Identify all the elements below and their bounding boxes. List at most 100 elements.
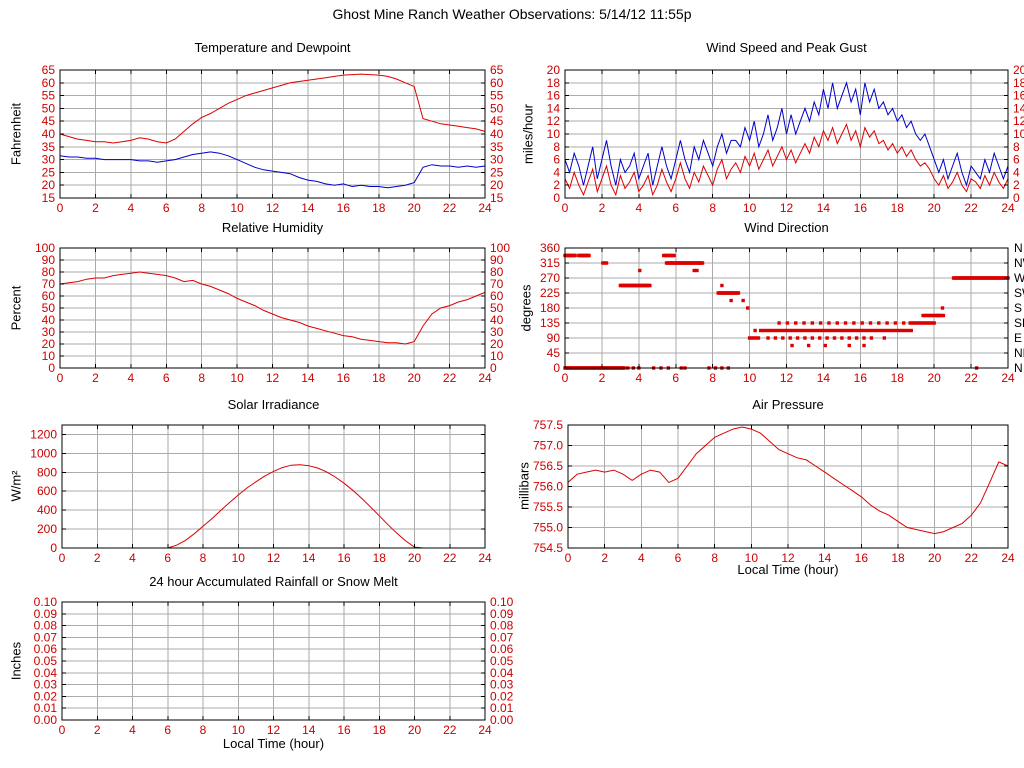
y-tick-label-right: 0.05 [490, 654, 514, 668]
y-tick-label: 20 [547, 63, 561, 77]
compass-label: N [1014, 241, 1023, 255]
x-tick-label: 14 [302, 551, 316, 565]
y-tick-label: 600 [37, 484, 57, 498]
x-tick-label: 22 [443, 723, 457, 737]
x-tick-label: 0 [57, 201, 64, 215]
chart-title-solar: Solar Irradiance [227, 397, 320, 412]
y-tick-label: 0 [48, 361, 55, 375]
y-tick-label: 757.0 [533, 439, 563, 453]
y-tick-label-right: 0 [490, 361, 497, 375]
x-tick-label: 10 [230, 371, 244, 385]
x-tick-label: 14 [301, 201, 315, 215]
y-tick-label: 6 [553, 153, 560, 167]
chart-title-humidity: Relative Humidity [221, 220, 324, 235]
y-tick-label-right: 40 [490, 313, 504, 327]
y-tick-label: 200 [37, 522, 57, 536]
y-tick-label: 270 [540, 271, 560, 285]
x-tick-label: 24 [478, 371, 492, 385]
x-tick-label: 4 [127, 201, 134, 215]
x-tick-label: 20 [408, 723, 422, 737]
y-tick-label-right: 50 [490, 301, 504, 315]
solar-irradiance-plot: 0 2 4 6 8 10 12 14 16 18 20 22 240200400600800100012… [30, 424, 492, 565]
x-tick-label: 2 [94, 551, 101, 565]
y-tick-label: 4 [553, 165, 560, 179]
y-tick-label: 20 [42, 337, 56, 351]
y-tick-label: 2 [553, 178, 560, 192]
y-tick-label-right: 0.08 [490, 619, 514, 633]
x-tick-label: 2 [599, 371, 606, 385]
y-tick-label: 30 [42, 153, 56, 167]
x-tick-label: 18 [891, 551, 905, 565]
x-tick-label: 0 [59, 551, 66, 565]
y-tick-label-right: 25 [490, 165, 504, 179]
compass-label: SE [1014, 316, 1024, 330]
y-tick-label-right: 14 [1013, 101, 1024, 115]
page-title: Ghost Mine Ranch Weather Observations: 5… [332, 6, 692, 22]
x-tick-label: 16 [854, 371, 868, 385]
x-tick-label: 22 [965, 551, 979, 565]
x-tick-label: 18 [373, 551, 387, 565]
x-tick-label: 8 [709, 201, 716, 215]
x-tick-label: 16 [854, 201, 868, 215]
x-tick-label: 20 [407, 371, 421, 385]
x-tick-label: 24 [1001, 201, 1015, 215]
x-tick-label: 4 [635, 201, 642, 215]
y-tick-label: 10 [42, 349, 56, 363]
y-tick-label: 20 [42, 178, 56, 192]
y-tick-label-right: 0.04 [490, 666, 514, 680]
y-tick-label-right: 65 [490, 63, 504, 77]
x-tick-label: 16 [337, 551, 351, 565]
y-tick-label: 30 [42, 325, 56, 339]
y-tick-label: 0 [553, 361, 560, 375]
y-tick-label: 16 [547, 89, 561, 103]
x-tick-label: 22 [964, 371, 978, 385]
x-tick-label: 12 [267, 723, 281, 737]
y-tick-label-right: 4 [1013, 165, 1020, 179]
chart-title-pressure: Air Pressure [752, 397, 824, 412]
x-tick-label: 24 [478, 723, 492, 737]
y-tick-label-right: 0.09 [490, 607, 514, 621]
y-tick-label-right: 20 [490, 337, 504, 351]
x-tick-label: 2 [94, 723, 101, 737]
y-tick-label: 225 [540, 286, 560, 300]
y-tick-label: 0.00 [34, 713, 58, 727]
y-tick-label: 35 [42, 140, 56, 154]
compass-label: N [1014, 361, 1023, 375]
x-tick-label: 2 [92, 371, 99, 385]
x-tick-label: 18 [372, 201, 386, 215]
y-tick-label-right: 2 [1013, 178, 1020, 192]
y-tick-label: 50 [42, 301, 56, 315]
y-tick-label: 0.05 [34, 654, 58, 668]
x-tick-label: 8 [200, 723, 207, 737]
x-tick-label: 4 [638, 551, 645, 565]
y-tick-label-right: 0.02 [490, 689, 514, 703]
y-tick-label: 80 [42, 265, 56, 279]
x-tick-label: 8 [711, 551, 718, 565]
x-tick-label: 14 [302, 723, 316, 737]
y-tick-label: 0.10 [34, 595, 58, 609]
x-tick-label: 12 [267, 551, 281, 565]
y-tick-label: 0.01 [34, 701, 58, 715]
x-tick-label: 18 [372, 371, 386, 385]
x-tick-label: 4 [129, 723, 136, 737]
y-tick-label: 10 [547, 127, 561, 141]
y-tick-label: 45 [547, 346, 561, 360]
y-tick-label: 12 [547, 114, 561, 128]
y-tick-label: 50 [42, 101, 56, 115]
x-axis-label-pressure: Local Time (hour) [737, 562, 839, 577]
x-tick-label: 10 [232, 551, 246, 565]
y-tick-label-right: 40 [490, 127, 504, 141]
compass-label: NW [1014, 256, 1024, 270]
x-tick-label: 10 [743, 201, 757, 215]
y-tick-label: 55 [42, 89, 56, 103]
y-tick-label-right: 55 [490, 89, 504, 103]
y-tick-label: 14 [547, 101, 561, 115]
y-tick-label: 40 [42, 127, 56, 141]
x-tick-label: 24 [478, 551, 492, 565]
compass-label: SW [1014, 286, 1024, 300]
air-pressure-plot: 0 2 4 6 8 10 12 14 16 18 20 22 24754.5755.0755.5756.… [533, 418, 1015, 565]
y-tick-label: 60 [42, 76, 56, 90]
